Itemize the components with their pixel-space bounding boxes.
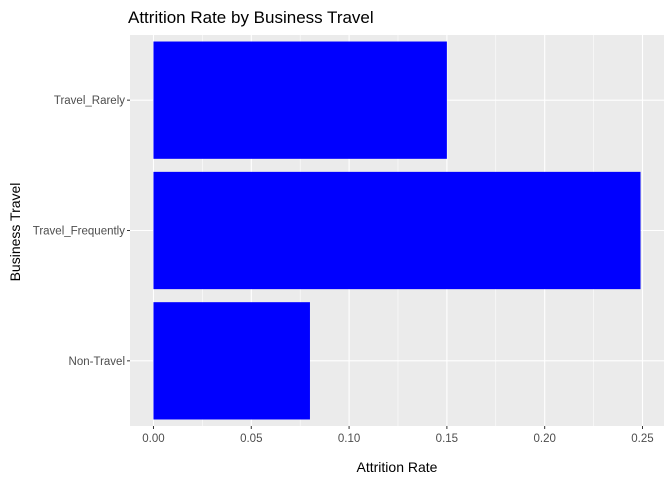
y-axis: Non-Travel Travel_Frequently Travel_Rarely bbox=[33, 95, 130, 368]
bar-non-travel bbox=[153, 302, 310, 420]
x-tick-label: 0.20 bbox=[533, 433, 555, 445]
y-tick-label: Travel_Frequently bbox=[33, 226, 126, 238]
x-tick-label: 0.05 bbox=[240, 433, 262, 445]
bars bbox=[153, 41, 641, 420]
x-tick-label: 0.00 bbox=[142, 433, 164, 445]
y-axis-title: Business Travel bbox=[7, 183, 23, 282]
y-tick-label: Travel_Rarely bbox=[54, 95, 125, 107]
x-axis-title: Attrition Rate bbox=[357, 459, 438, 475]
bar-travel-rarely bbox=[153, 41, 447, 159]
chart-title: Attrition Rate by Business Travel bbox=[128, 8, 374, 27]
x-tick-label: 0.10 bbox=[338, 433, 360, 445]
y-tick-label: Non-Travel bbox=[69, 356, 125, 368]
bar-travel-frequently bbox=[153, 171, 641, 290]
x-tick-label: 0.15 bbox=[436, 433, 458, 445]
x-tick-label: 0.25 bbox=[631, 433, 653, 445]
x-axis: 0.00 0.05 0.10 0.15 0.20 0.25 bbox=[142, 426, 654, 445]
